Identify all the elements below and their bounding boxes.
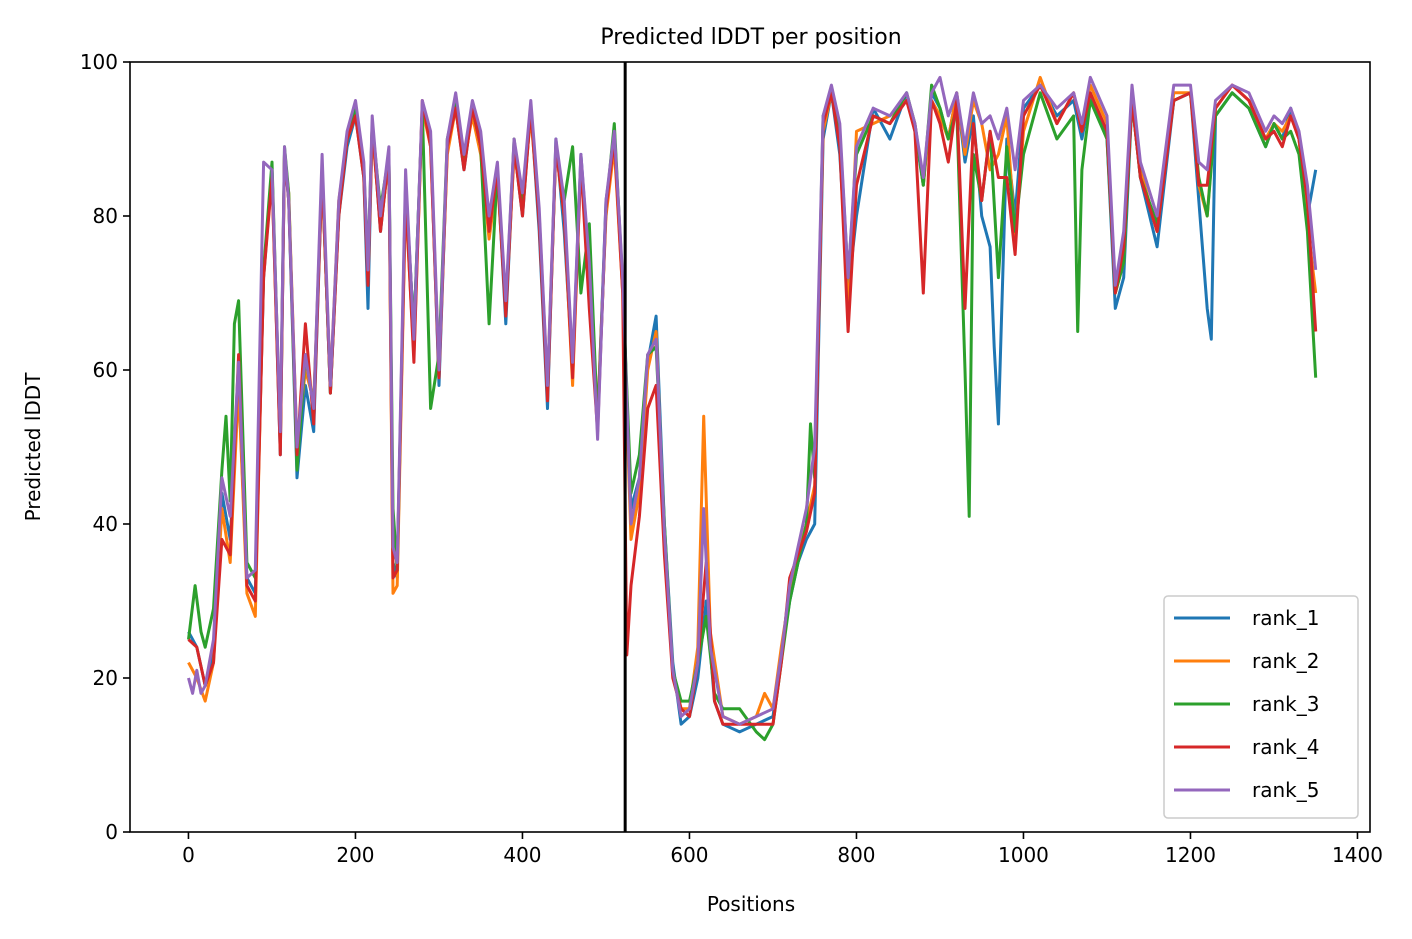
y-tick-label: 60	[93, 358, 118, 382]
legend-label-rank_2: rank_2	[1252, 649, 1319, 673]
x-tick-label: 800	[837, 843, 875, 867]
legend-label-rank_5: rank_5	[1252, 778, 1319, 802]
plot-frame	[129, 61, 1371, 833]
series-layer	[187, 75, 1318, 742]
x-axis-ticks: 0 200 400 600 800 1000 1200 1400	[182, 832, 1383, 867]
x-tick-label: 1000	[998, 843, 1049, 867]
x-tick-label: 0	[182, 843, 195, 867]
y-tick-label: 0	[105, 820, 118, 844]
y-axis-ticks: 0 20 40 60 80 100	[80, 50, 130, 844]
legend-label-rank_4: rank_4	[1252, 735, 1319, 759]
x-tick-label: 200	[336, 843, 374, 867]
x-tick-label: 1400	[1332, 843, 1383, 867]
legend-box	[1163, 595, 1359, 819]
x-tick-label: 600	[670, 843, 708, 867]
legend-label-rank_3: rank_3	[1252, 692, 1319, 716]
y-tick-label: 100	[80, 50, 118, 74]
series-line-rank_5	[187, 75, 1318, 726]
series-line-rank_2	[187, 75, 1318, 726]
y-axis-label: Predicted lDDT	[21, 372, 45, 522]
x-tick-label: 1200	[1165, 843, 1216, 867]
chart-title: Predicted lDDT per position	[600, 25, 901, 50]
legend-label-rank_1: rank_1	[1252, 606, 1319, 630]
x-tick-label: 400	[503, 843, 541, 867]
x-axis-label: Positions	[707, 892, 795, 916]
legend: rank_1 rank_2 rank_3 rank_4 rank_5	[1163, 595, 1359, 819]
y-tick-label: 20	[93, 666, 118, 690]
y-tick-label: 80	[93, 204, 118, 228]
y-tick-label: 40	[93, 512, 118, 536]
